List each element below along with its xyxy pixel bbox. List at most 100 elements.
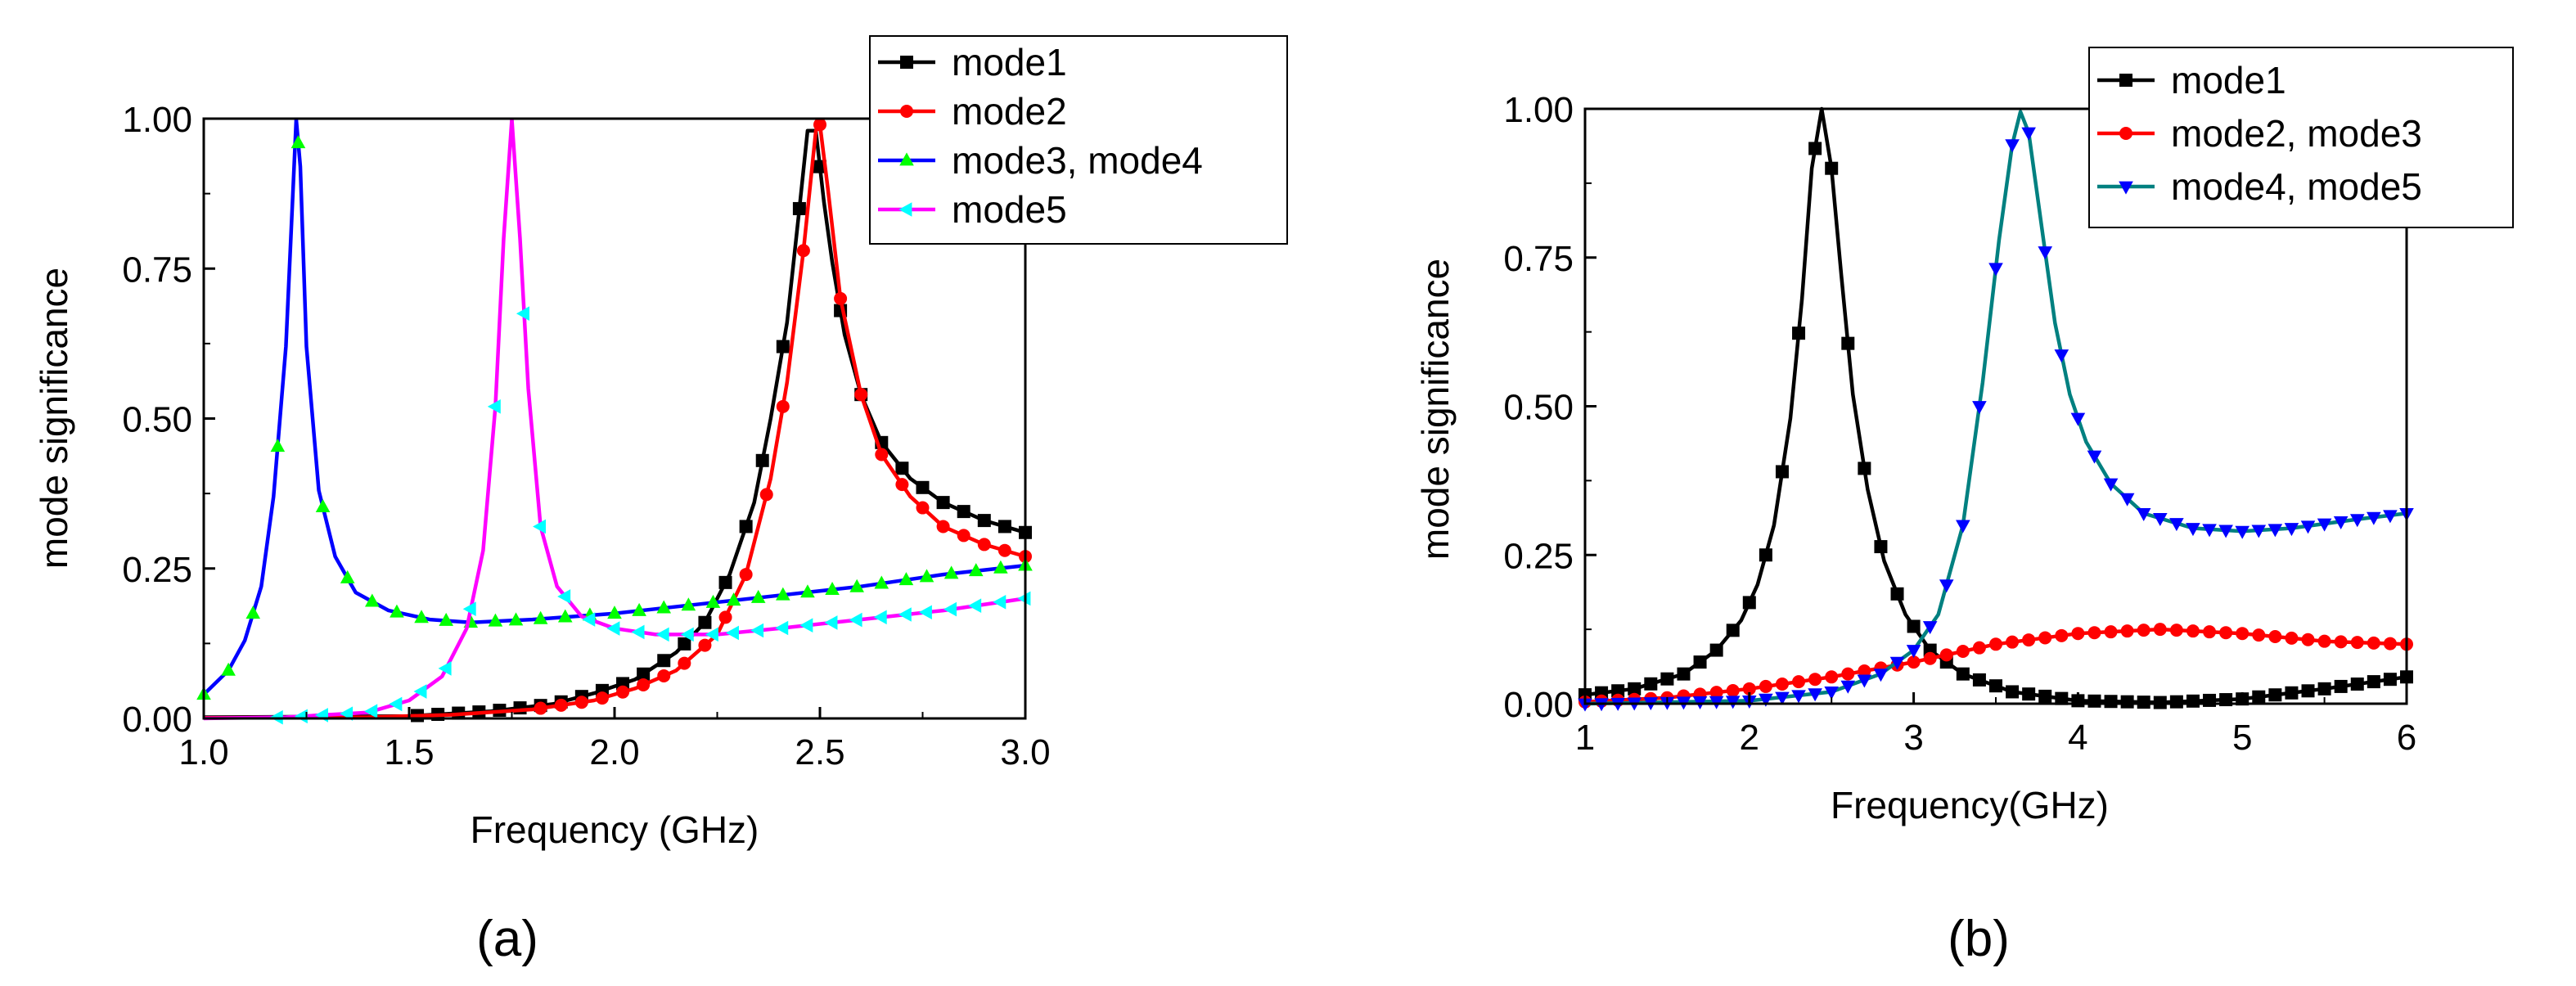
panel-a-marker-mode3-mode4 [315,499,331,513]
panel-a-plot-frame [202,117,1027,720]
panel-b-marker-mode4-mode5 [2268,524,2283,538]
panel-b-marker-mode4-mode5 [1906,645,1921,659]
panel-b-marker-mode4-mode5 [1972,401,1987,415]
panel-a-marker-mode3-mode4 [943,565,959,579]
panel-b-legend-label: mode2, mode3 [2171,112,2422,155]
panel-a-marker-mode5 [606,621,620,636]
panel-a-marker-mode2 [977,538,991,552]
panel-b-marker-mode4-mode5 [2218,525,2233,538]
panel-a-marker-mode1 [637,667,651,681]
panel-b-marker-mode2-mode3 [1759,679,1772,693]
panel-a-marker-mode5 [582,612,596,627]
panel-a-marker-mode3-mode4 [825,581,840,595]
panel-a-marker-mode3-mode4 [390,604,404,618]
panel-b-marker-mode2-mode3 [1989,637,2002,651]
panel-b-marker-mode4-mode5 [2383,510,2398,524]
panel-a-marker-mode2 [698,638,712,652]
panel-b-y-tick-label: 1.00 [1503,90,1574,130]
panel-b-marker-mode1 [2285,686,2299,700]
panel-b-marker-mode1 [1726,624,1740,637]
panel-b-marker-mode4-mode5 [1939,579,1954,593]
panel-a-series-mode5 [203,117,1031,725]
panel-a-marker-mode5 [725,625,739,641]
panel-b-marker-mode2-mode3 [2268,629,2282,643]
panel-a-legend: mode1 mode2 mode3, mode4 mode5 [869,35,1288,245]
panel-b-marker-mode4-mode5 [2119,493,2135,507]
panel-a-marker-mode3-mode4 [898,572,914,586]
panel-b-legend-entry-mode2-mode3: mode2, mode3 [2097,112,2422,155]
panel-a-marker-mode1 [792,201,806,215]
panel-b-marker-mode2-mode3 [1972,641,1986,655]
panel-a-marker-mode1 [739,520,753,534]
panel-b-marker-mode2-mode3 [2120,624,2134,638]
panel-b-marker-mode4-mode5 [2349,514,2365,528]
panel-a-marker-mode2 [739,568,753,582]
panel-a-marker-mode3-mode4 [849,579,864,592]
panel-b-marker-mode2-mode3 [2301,633,2315,646]
panel-a-marker-mode3-mode4 [439,612,453,626]
panel-b-x-tick-label: 5 [2232,718,2252,758]
panel-b-marker-mode4-mode5 [2103,478,2119,492]
panel-b-marker-mode4-mode5 [2054,349,2069,363]
panel-a-marker-mode2 [813,118,826,132]
panel-a-marker-mode1 [977,514,991,528]
panel-a-marker-mode2 [957,529,971,543]
panel-b-y-tick-label: 0.25 [1503,536,1574,576]
panel-b-marker-mode1 [2301,684,2315,698]
panel-a-marker-mode5 [824,615,838,630]
panel-a-marker-mode2 [936,520,950,534]
panel-b-x-tick-label: 4 [2068,718,2087,758]
panel-b-marker-mode2-mode3 [1726,684,1740,698]
panel-b-x-tick-label: 6 [2397,718,2416,758]
panel-a-marker-mode5 [993,594,1007,610]
panel-a-marker-mode5 [750,623,764,638]
panel-a-marker-mode5 [364,704,378,719]
panel-a-marker-mode2 [834,291,848,305]
panel-b-marker-mode4-mode5 [1840,680,1856,694]
panel-a-marker-mode3-mode4 [993,560,1008,574]
panel-b-marker-mode4-mode5 [1956,520,1970,534]
panel-b-marker-mode1 [1709,643,1723,657]
panel-b-marker-mode4-mode5 [1759,693,1773,707]
panel-a-marker-mode2 [875,448,889,461]
panel-b-legend-frame [2088,47,2514,228]
panel-b-marker-mode2-mode3 [2367,636,2380,650]
panel-a-marker-mode2 [534,701,547,715]
panel-b-legend-label: mode4, mode5 [2171,165,2422,208]
panel-a-marker-mode2 [854,388,868,402]
panel-b-legend-swatch-marker [2119,127,2132,140]
panel-b-marker-mode2-mode3 [2055,628,2069,642]
panel-b-marker-mode4-mode5 [2202,524,2217,538]
panel-a-marker-mode3-mode4 [919,569,934,583]
panel-a-marker-mode5 [533,519,547,534]
panel-a-marker-mode3-mode4 [270,439,286,452]
panel-b-marker-mode4-mode5 [2087,450,2102,464]
panel-a-marker-mode2 [637,678,651,691]
panel-b-marker-mode2-mode3 [1775,678,1789,691]
panel-b-marker-mode2-mode3 [1825,670,1839,684]
panel-b-legend: mode1 mode2, mode3 mode4, mode5 [2088,47,2514,228]
panel-b-marker-mode1 [1858,461,1871,475]
panel-b-marker-mode1 [1956,667,1970,681]
panel-a-marker-mode5 [389,696,403,712]
panel-a-marker-mode3-mode4 [705,594,721,608]
panel-a-marker-mode3-mode4 [776,587,790,601]
panel-b-marker-mode4-mode5 [1725,696,1741,709]
panel-a-marker-mode1 [936,496,950,510]
panel-b-marker-mode1 [2038,689,2052,703]
panel-b-x-tick-label: 3 [1903,718,1923,758]
panel-a-marker-mode3-mode4 [968,563,984,577]
panel-a-legend-entry-mode5: mode5 [878,188,1067,231]
panel-b-marker-mode4-mode5 [1889,656,1905,670]
panel-a-marker-mode5 [557,589,571,604]
panel-b-x-tick-label: 1 [1575,718,1595,758]
panel-a-marker-mode1 [776,340,790,353]
panel-b-marker-mode2-mode3 [1841,667,1855,681]
panel-b-marker-mode1 [1759,548,1772,562]
panel-b-marker-mode1 [1874,540,1888,554]
panel-a-marker-mode3-mode4 [800,584,815,598]
panel-b-marker-mode1 [2350,678,2364,691]
panel-a-marker-mode2 [759,488,773,502]
panel-b-marker-mode4-mode5 [2333,516,2349,529]
